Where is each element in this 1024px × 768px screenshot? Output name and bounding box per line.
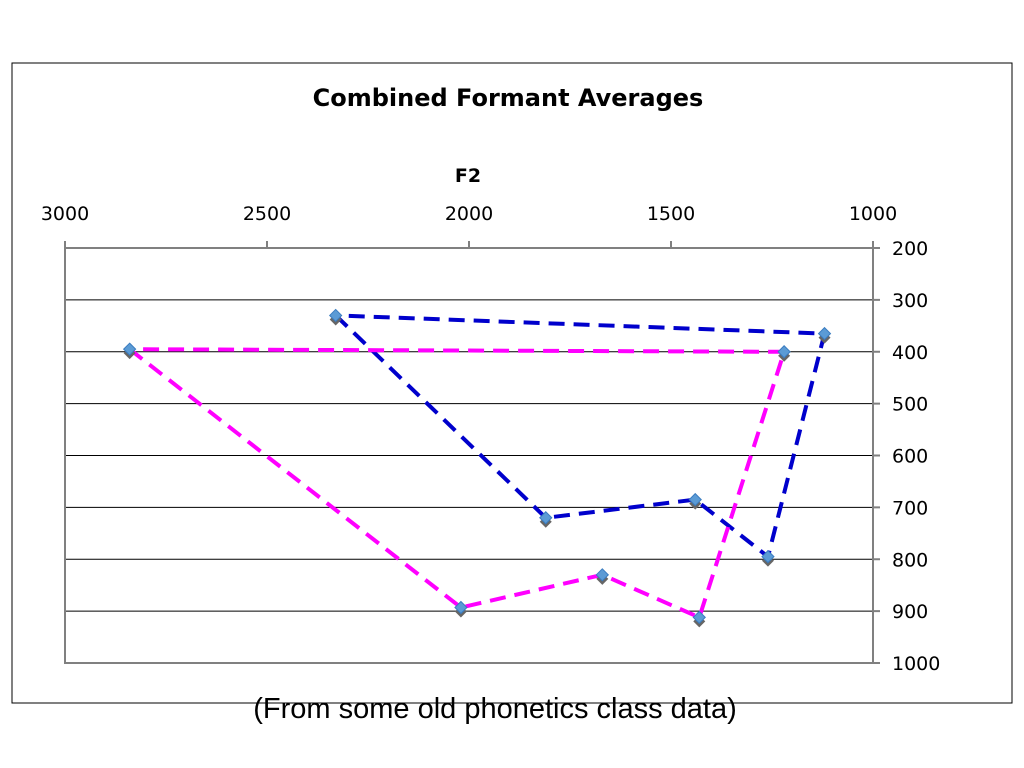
- y-tick-label: 300: [892, 290, 928, 312]
- x-tick-label: 2500: [243, 203, 291, 225]
- data-point: [595, 568, 610, 582]
- data-point: [328, 308, 343, 323]
- series-line: [128, 347, 787, 621]
- chart-frame: [11, 62, 1013, 704]
- y-tick-label: 1000: [892, 653, 940, 675]
- y-tick-label: 600: [892, 446, 928, 468]
- x-tick-label: 3000: [41, 203, 89, 225]
- y-tick-label: 200: [892, 238, 928, 260]
- x-tick-label: 1000: [849, 203, 897, 225]
- data-point: [777, 345, 791, 359]
- y-tick-label: 400: [892, 342, 928, 364]
- data-point: [122, 342, 137, 356]
- caption: (From some old phonetics class data): [253, 693, 737, 725]
- x-tick-label: 1500: [647, 203, 695, 225]
- data-point: [454, 600, 468, 615]
- x-axis-label: F2: [455, 165, 481, 187]
- series-layer: [122, 308, 832, 628]
- y-axis-ticks: 200 300 400 500 600 700 800 900 1000: [873, 238, 940, 675]
- x-axis-ticks: 3000 2500 2000 1500 1000: [41, 203, 897, 248]
- y-tick-label: 800: [892, 549, 928, 571]
- y-tick-label: 700: [892, 497, 928, 519]
- data-point: [539, 511, 553, 525]
- data-point: [761, 549, 775, 564]
- series-2: [122, 342, 791, 628]
- series-line: [334, 313, 828, 561]
- y-tick-label: 500: [892, 394, 928, 416]
- chart-title: Combined Formant Averages: [313, 84, 704, 112]
- y-tick-label: 900: [892, 601, 928, 623]
- data-point: [688, 492, 702, 507]
- x-tick-label: 2000: [445, 203, 493, 225]
- series-1: [328, 308, 832, 567]
- data-point: [692, 610, 706, 625]
- data-point: [817, 326, 832, 341]
